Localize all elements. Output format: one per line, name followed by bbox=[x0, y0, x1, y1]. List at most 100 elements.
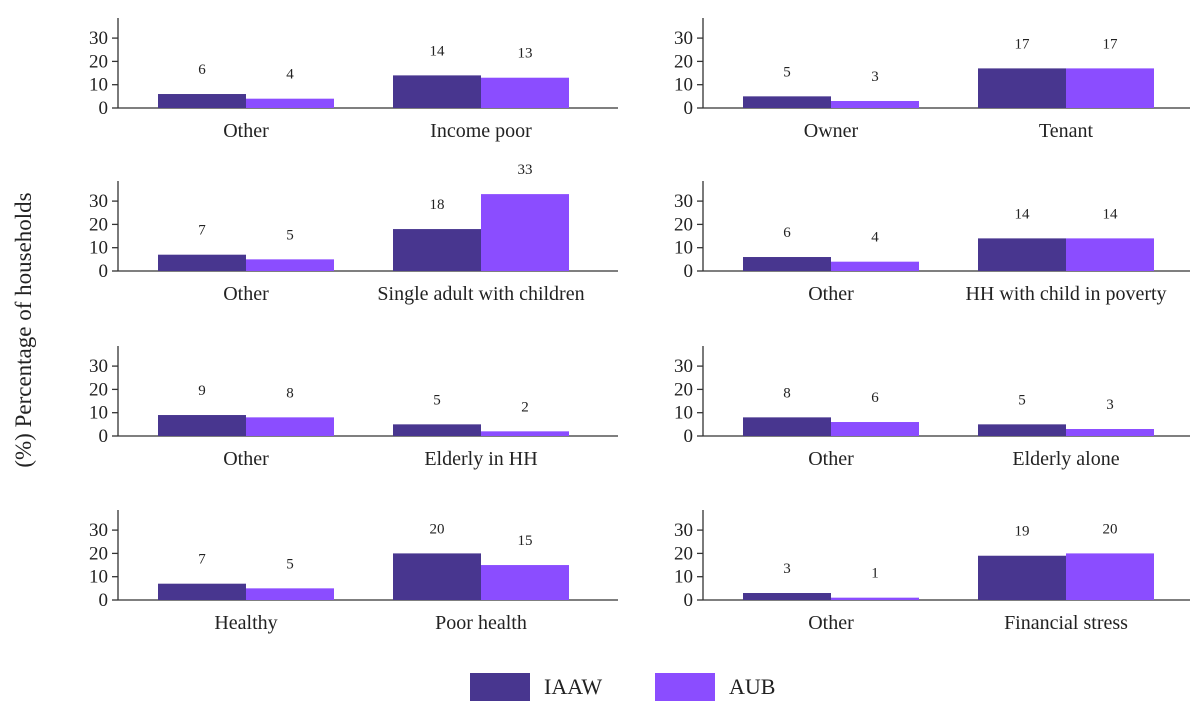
bar-aub-single-adult-with-children bbox=[481, 194, 569, 271]
data-label-aub: 2 bbox=[521, 399, 529, 415]
bar-iaaw-other bbox=[158, 415, 246, 436]
y-tick-label: 20 bbox=[89, 214, 108, 235]
bar-iaaw-owner bbox=[743, 96, 831, 108]
y-tick-label: 0 bbox=[99, 590, 109, 611]
bar-iaaw-elderly-in-hh bbox=[393, 424, 481, 436]
legend: IAAW AUB bbox=[0, 672, 1190, 702]
data-label-aub: 5 bbox=[286, 556, 294, 572]
y-tick-label: 30 bbox=[89, 191, 108, 212]
data-label-aub: 14 bbox=[1103, 206, 1119, 222]
y-tick-label: 0 bbox=[684, 261, 694, 282]
data-label-iaaw: 7 bbox=[198, 223, 206, 239]
data-label-iaaw: 5 bbox=[1018, 392, 1026, 408]
category-label-other: Other bbox=[808, 448, 854, 470]
bar-iaaw-tenant bbox=[978, 68, 1066, 108]
category-label-owner: Owner bbox=[804, 120, 859, 142]
data-label-aub: 4 bbox=[871, 230, 879, 246]
data-label-aub: 6 bbox=[871, 390, 879, 406]
y-tick-label: 20 bbox=[674, 214, 693, 235]
bar-iaaw-hh-with-child-in-poverty bbox=[978, 238, 1066, 271]
y-tick-label: 0 bbox=[99, 98, 109, 119]
bar-aub-other bbox=[246, 417, 334, 436]
y-tick-label: 10 bbox=[674, 75, 693, 96]
bar-aub-tenant bbox=[1066, 68, 1154, 108]
bar-aub-poor-health bbox=[481, 565, 569, 600]
bar-iaaw-other bbox=[743, 417, 831, 436]
y-axis-label: (%) Percentage of households bbox=[11, 192, 36, 468]
y-tick-label: 20 bbox=[674, 379, 693, 400]
y-tick-label: 10 bbox=[89, 75, 108, 96]
data-label-aub: 17 bbox=[1103, 36, 1119, 52]
legend-item-iaaw: IAAW bbox=[470, 672, 602, 702]
bar-iaaw-poor-health bbox=[393, 553, 481, 600]
bar-iaaw-other bbox=[743, 257, 831, 271]
y-tick-label: 0 bbox=[684, 98, 694, 119]
y-tick-label: 10 bbox=[674, 403, 693, 424]
legend-item-aub: AUB bbox=[655, 672, 775, 702]
category-label-tenant: Tenant bbox=[1039, 120, 1094, 142]
data-label-iaaw: 6 bbox=[783, 225, 791, 241]
category-label-income-poor: Income poor bbox=[430, 120, 532, 142]
data-label-iaaw: 14 bbox=[1015, 206, 1031, 222]
legend-swatch-iaaw bbox=[470, 673, 530, 701]
y-tick-label: 10 bbox=[674, 567, 693, 588]
category-label-financial-stress: Financial stress bbox=[1004, 612, 1128, 634]
bar-iaaw-other bbox=[743, 593, 831, 600]
data-label-iaaw: 3 bbox=[783, 561, 791, 577]
bar-iaaw-financial-stress bbox=[978, 555, 1066, 600]
data-label-aub: 15 bbox=[518, 533, 533, 549]
y-tick-label: 30 bbox=[674, 356, 693, 377]
y-tick-label: 30 bbox=[674, 191, 693, 212]
category-label-other: Other bbox=[808, 283, 854, 305]
y-tick-label: 30 bbox=[674, 28, 693, 49]
data-label-aub: 3 bbox=[871, 69, 879, 85]
category-label-elderly-alone: Elderly alone bbox=[1012, 448, 1119, 470]
data-label-aub: 20 bbox=[1103, 521, 1118, 537]
bar-aub-owner bbox=[831, 101, 919, 108]
category-label-other: Other bbox=[223, 448, 269, 470]
data-label-iaaw: 5 bbox=[433, 392, 441, 408]
bar-aub-other bbox=[831, 597, 919, 600]
bar-aub-elderly-alone bbox=[1066, 429, 1154, 436]
y-tick-label: 30 bbox=[674, 520, 693, 541]
y-tick-label: 0 bbox=[684, 426, 694, 447]
y-tick-label: 20 bbox=[89, 51, 108, 72]
category-label-hh-with-child-in-poverty: HH with child in poverty bbox=[965, 283, 1166, 305]
data-label-aub: 33 bbox=[518, 162, 533, 178]
data-label-iaaw: 19 bbox=[1015, 524, 1030, 540]
data-label-iaaw: 14 bbox=[430, 43, 446, 59]
y-tick-label: 0 bbox=[99, 261, 109, 282]
category-label-single-adult-with-children: Single adult with children bbox=[377, 283, 584, 305]
category-label-other: Other bbox=[223, 283, 269, 305]
legend-label-iaaw: IAAW bbox=[544, 674, 603, 699]
data-label-iaaw: 6 bbox=[198, 62, 206, 78]
data-label-iaaw: 17 bbox=[1015, 36, 1031, 52]
y-tick-label: 20 bbox=[89, 379, 108, 400]
bar-iaaw-other bbox=[158, 94, 246, 108]
bar-aub-healthy bbox=[246, 588, 334, 600]
bar-aub-hh-with-child-in-poverty bbox=[1066, 238, 1154, 271]
y-tick-label: 0 bbox=[684, 590, 694, 611]
category-label-other: Other bbox=[223, 120, 269, 142]
y-tick-label: 30 bbox=[89, 520, 108, 541]
bar-aub-other bbox=[246, 98, 334, 108]
y-tick-label: 20 bbox=[674, 543, 693, 564]
bar-aub-income-poor bbox=[481, 77, 569, 108]
bar-iaaw-elderly-alone bbox=[978, 424, 1066, 436]
legend-swatch-aub bbox=[655, 673, 715, 701]
bar-aub-other bbox=[831, 422, 919, 436]
bar-aub-elderly-in-hh bbox=[481, 431, 569, 436]
bar-iaaw-healthy bbox=[158, 583, 246, 600]
data-label-aub: 1 bbox=[871, 566, 879, 582]
y-tick-label: 20 bbox=[89, 543, 108, 564]
data-label-iaaw: 18 bbox=[430, 197, 445, 213]
data-label-iaaw: 5 bbox=[783, 64, 791, 80]
bar-aub-other bbox=[246, 259, 334, 271]
bar-aub-other bbox=[831, 261, 919, 271]
y-tick-label: 30 bbox=[89, 28, 108, 49]
bar-iaaw-income-poor bbox=[393, 75, 481, 108]
y-tick-label: 10 bbox=[89, 238, 108, 259]
category-label-elderly-in-hh: Elderly in HH bbox=[424, 448, 537, 470]
y-tick-label: 0 bbox=[99, 426, 109, 447]
